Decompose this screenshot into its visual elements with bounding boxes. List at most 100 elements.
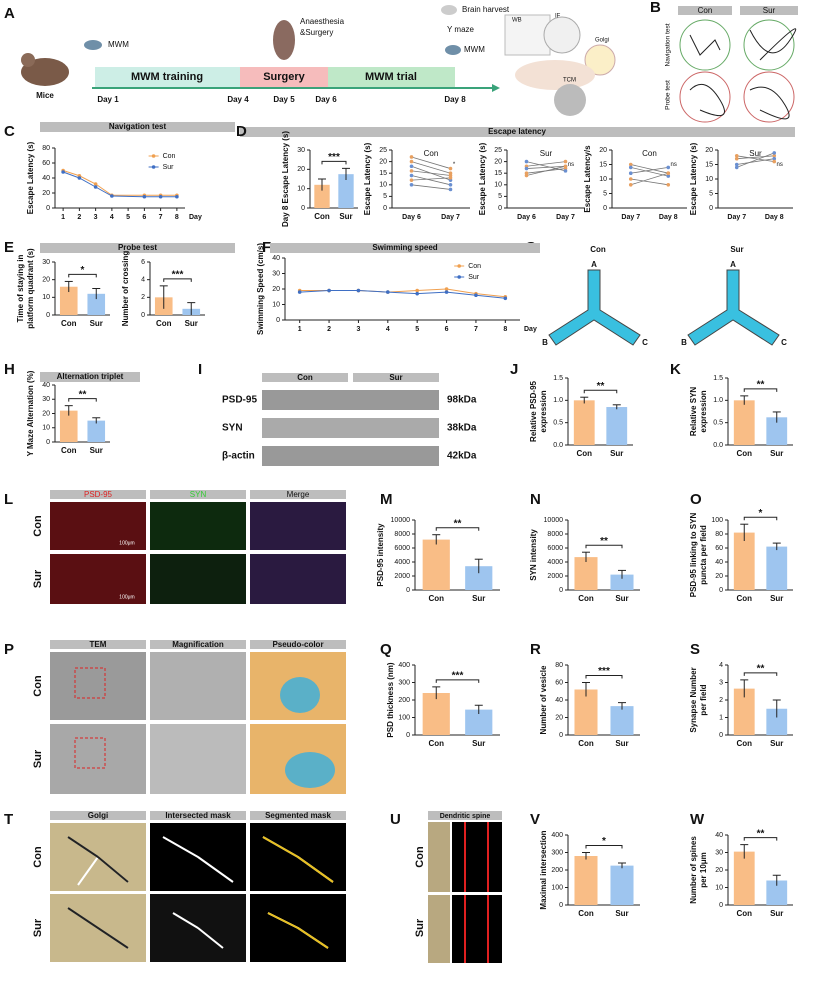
y-tick-label: 4 xyxy=(141,277,145,284)
x-tick-label: Day 7 xyxy=(441,214,460,221)
y-axis-label: PSD thickness (nm) xyxy=(386,662,395,737)
x-tick-label: Sur xyxy=(610,449,623,458)
point xyxy=(628,171,633,175)
y-tick-label: 20 xyxy=(715,573,723,580)
point xyxy=(415,288,419,293)
point xyxy=(628,162,633,167)
point xyxy=(444,290,449,294)
bar xyxy=(733,851,755,905)
row: Navigation test xyxy=(665,23,672,66)
title-box xyxy=(40,243,235,253)
y-tick-label: 20 xyxy=(42,410,50,417)
y-tick-label: 80 xyxy=(555,662,563,669)
legend-label: Con xyxy=(163,153,176,160)
header xyxy=(50,490,146,499)
day: Day 4 xyxy=(227,95,249,104)
x-tick-label: Con xyxy=(428,594,444,603)
bar xyxy=(733,532,755,590)
pool xyxy=(679,71,731,123)
significance-bracket xyxy=(435,527,480,531)
y-tick-label: 10 xyxy=(379,182,387,189)
group: Con xyxy=(32,515,44,537)
bar xyxy=(766,546,788,590)
y-tick-label: 8000 xyxy=(547,531,563,538)
x-tick-label: Day 8 xyxy=(659,214,678,221)
bar xyxy=(733,400,755,445)
x-tick-label: Sur xyxy=(472,594,485,603)
point xyxy=(563,169,568,173)
bar xyxy=(574,856,598,905)
y-axis-label: platform quadrant (s) xyxy=(26,248,35,329)
chart-title: Probe test xyxy=(118,243,157,252)
x-tick-label: Con xyxy=(314,212,330,221)
significance-bracket xyxy=(585,675,623,679)
series-line xyxy=(630,164,669,174)
y-tick-label: 0 xyxy=(141,312,145,319)
panel-letter: V xyxy=(530,811,540,828)
micrograph xyxy=(50,554,146,604)
neuron xyxy=(262,836,334,949)
assay: TCM xyxy=(563,78,576,84)
y-tick-label: 0.0 xyxy=(553,442,563,449)
point xyxy=(734,165,739,170)
significance: ** xyxy=(757,380,765,391)
if-images: PSD-95 SYN Merge Con Sur 100μm 100μm xyxy=(32,490,346,604)
x-tick-label: 3 xyxy=(94,214,98,221)
stage-label: Surgery xyxy=(263,71,305,83)
x-tick-label: 5 xyxy=(126,214,130,221)
series-line xyxy=(630,167,669,174)
point xyxy=(61,170,65,174)
header xyxy=(150,640,246,649)
point xyxy=(93,185,98,189)
significance-bracket xyxy=(68,398,97,402)
panel-letter: E xyxy=(4,239,14,256)
bar xyxy=(610,706,634,735)
significance-bracket xyxy=(321,160,347,165)
y-tick-label: 6 xyxy=(141,259,145,266)
y-axis-label: Escape Latency (s) xyxy=(363,142,372,215)
zoom-box xyxy=(74,667,106,699)
stage-label: MWM trial xyxy=(365,71,417,83)
annotation: * xyxy=(453,162,456,168)
y-tick-label: 10 xyxy=(705,176,713,183)
y-tick-label: 2 xyxy=(141,294,145,301)
y-axis-label: Number of spines xyxy=(689,836,698,904)
y-tick-label: 10 xyxy=(715,884,723,891)
panel-letter: C xyxy=(4,123,15,140)
arm: A xyxy=(730,260,736,269)
x-tick-label: Con xyxy=(578,909,594,918)
y-tick-label: 100 xyxy=(398,714,410,721)
title: Dendritic spine xyxy=(440,813,491,820)
significance: ** xyxy=(454,518,462,529)
header xyxy=(50,811,146,820)
point xyxy=(77,176,82,180)
series-line xyxy=(736,155,775,160)
panel-letter: D xyxy=(236,123,247,140)
x-tick-label: Con xyxy=(576,449,592,458)
y-tick-label: 0 xyxy=(46,439,50,446)
point xyxy=(444,287,449,291)
y-tick-label: 1.5 xyxy=(553,375,563,382)
series-line xyxy=(411,184,451,190)
point xyxy=(503,296,508,301)
y-tick-label: 30 xyxy=(715,849,723,856)
y-axis-label: Day 8 Escape Latency (s) xyxy=(281,131,290,227)
column: Magnification xyxy=(172,640,224,649)
point xyxy=(448,176,453,180)
y-axis-label: Escape Latency (s) xyxy=(478,142,487,215)
day: Day 5 xyxy=(273,95,295,104)
protein: PSD-95 xyxy=(222,395,257,406)
x-tick-label: Day 7 xyxy=(727,214,746,221)
annotation: ns xyxy=(777,162,783,168)
y-tick-label: 15 xyxy=(705,161,713,168)
column: Golgi xyxy=(88,811,108,820)
y-tick-label: 40 xyxy=(272,255,280,262)
point xyxy=(666,174,671,178)
y-tick-label: 60 xyxy=(555,679,563,686)
y-tick-label: 10 xyxy=(272,301,280,308)
maze xyxy=(687,269,780,346)
series-line xyxy=(736,152,775,168)
y-tick-label: 0 xyxy=(406,732,410,739)
brain-slice xyxy=(515,60,595,90)
significance-bracket xyxy=(435,679,480,683)
